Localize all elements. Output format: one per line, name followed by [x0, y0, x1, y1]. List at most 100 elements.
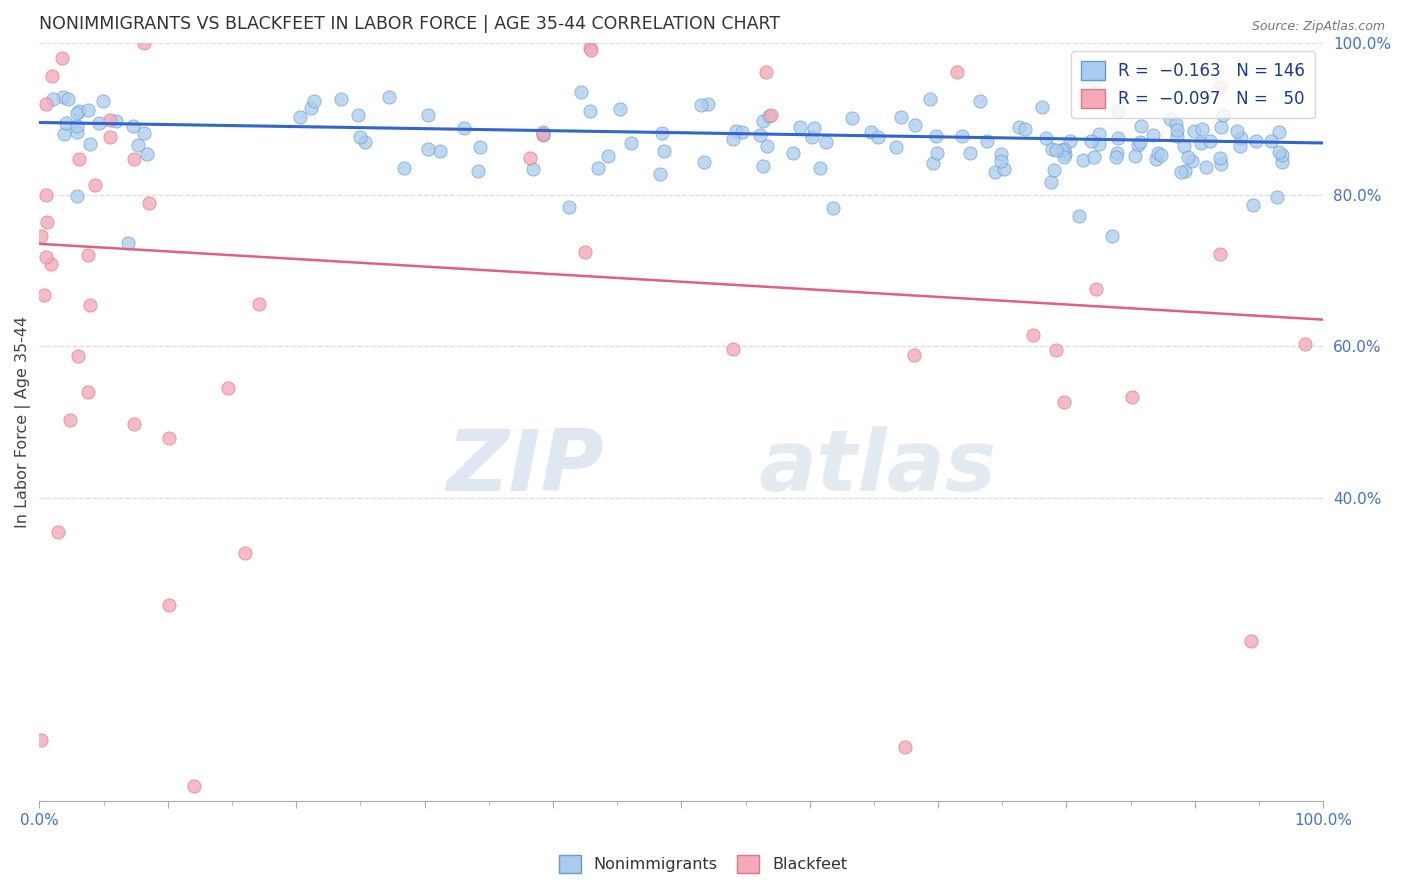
Text: atlas: atlas: [758, 426, 997, 509]
Point: [531, 125, 554, 139]
Point: [693, 154, 716, 169]
Point: [690, 98, 713, 112]
Legend: R =  −0.163   N = 146, R =  −0.097   N =   50: R = −0.163 N = 146, R = −0.097 N = 50: [1071, 51, 1315, 118]
Point: [519, 151, 541, 165]
Point: [921, 156, 943, 170]
Point: [1107, 130, 1129, 145]
Point: [79, 136, 101, 151]
Point: [247, 296, 270, 310]
Point: [782, 146, 804, 161]
Point: [35, 187, 58, 202]
Point: [571, 85, 593, 99]
Point: [1045, 143, 1067, 157]
Point: [122, 119, 145, 133]
Point: [976, 134, 998, 148]
Point: [233, 546, 256, 560]
Point: [789, 120, 811, 135]
Point: [30, 733, 52, 747]
Point: [581, 44, 603, 58]
Point: [66, 188, 89, 202]
Point: [347, 108, 370, 122]
Text: NONIMMIGRANTS VS BLACKFEET IN LABOR FORCE | AGE 35-44 CORRELATION CHART: NONIMMIGRANTS VS BLACKFEET IN LABOR FORC…: [39, 15, 780, 33]
Point: [1177, 150, 1199, 164]
Point: [1067, 209, 1090, 223]
Point: [860, 125, 883, 139]
Point: [1166, 123, 1188, 137]
Point: [1147, 145, 1170, 160]
Point: [1239, 634, 1261, 648]
Point: [66, 349, 89, 363]
Point: [925, 129, 948, 144]
Point: [810, 161, 832, 176]
Point: [127, 138, 149, 153]
Point: [55, 116, 77, 130]
Point: [53, 128, 76, 142]
Point: [453, 120, 475, 135]
Point: [1144, 152, 1167, 166]
Point: [299, 102, 322, 116]
Point: [1230, 130, 1253, 145]
Point: [56, 92, 79, 106]
Point: [1088, 127, 1111, 141]
Point: [1241, 197, 1264, 211]
Legend: Nonimmigrants, Blackfeet: Nonimmigrants, Blackfeet: [553, 848, 853, 880]
Point: [329, 92, 352, 106]
Point: [1107, 103, 1129, 118]
Point: [903, 349, 925, 363]
Point: [950, 128, 973, 143]
Point: [77, 248, 100, 262]
Point: [46, 524, 69, 539]
Point: [288, 110, 311, 124]
Point: [730, 125, 752, 139]
Point: [98, 130, 121, 145]
Point: [42, 92, 65, 106]
Point: [1008, 120, 1031, 135]
Point: [117, 235, 139, 250]
Point: [1014, 121, 1036, 136]
Point: [1101, 229, 1123, 244]
Point: [1294, 337, 1316, 351]
Point: [1150, 148, 1173, 162]
Point: [866, 129, 889, 144]
Point: [752, 159, 775, 173]
Point: [83, 178, 105, 192]
Point: [392, 161, 415, 175]
Point: [1260, 134, 1282, 148]
Point: [52, 90, 75, 104]
Point: [749, 128, 772, 142]
Point: [354, 135, 377, 149]
Point: [890, 110, 912, 124]
Point: [1039, 175, 1062, 189]
Point: [1195, 161, 1218, 175]
Point: [945, 64, 967, 78]
Point: [1059, 134, 1081, 148]
Point: [467, 164, 489, 178]
Point: [76, 384, 98, 399]
Point: [105, 114, 128, 128]
Point: [984, 165, 1007, 179]
Point: [959, 146, 981, 161]
Point: [721, 131, 744, 145]
Text: Source: ZipAtlas.com: Source: ZipAtlas.com: [1251, 20, 1385, 33]
Point: [620, 136, 643, 150]
Point: [157, 431, 180, 445]
Point: [1045, 343, 1067, 358]
Point: [1087, 136, 1109, 151]
Point: [531, 127, 554, 141]
Point: [531, 128, 554, 143]
Point: [927, 146, 949, 161]
Point: [758, 109, 780, 123]
Point: [1043, 163, 1066, 178]
Point: [1271, 155, 1294, 169]
Point: [609, 103, 631, 117]
Point: [1191, 122, 1213, 136]
Point: [91, 94, 114, 108]
Point: [132, 126, 155, 140]
Point: [349, 130, 371, 145]
Point: [800, 129, 823, 144]
Point: [651, 127, 673, 141]
Point: [990, 153, 1012, 168]
Point: [574, 244, 596, 259]
Point: [157, 598, 180, 612]
Point: [751, 114, 773, 128]
